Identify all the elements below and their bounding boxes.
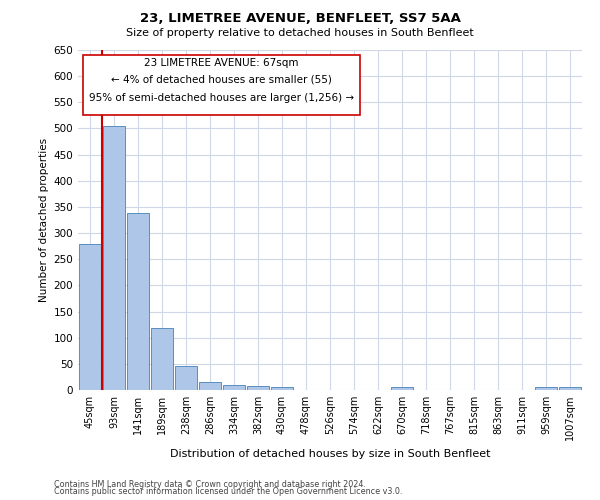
Y-axis label: Number of detached properties: Number of detached properties — [39, 138, 49, 302]
Bar — [391, 388, 413, 390]
Text: 23 LIMETREE AVENUE: 67sqm: 23 LIMETREE AVENUE: 67sqm — [145, 58, 299, 68]
FancyBboxPatch shape — [83, 55, 360, 114]
X-axis label: Distribution of detached houses by size in South Benfleet: Distribution of detached houses by size … — [170, 448, 490, 458]
Bar — [175, 366, 197, 390]
Bar — [247, 386, 269, 390]
Text: 95% of semi-detached houses are larger (1,256) →: 95% of semi-detached houses are larger (… — [89, 93, 354, 103]
Bar — [103, 126, 125, 390]
Text: Contains HM Land Registry data © Crown copyright and database right 2024.: Contains HM Land Registry data © Crown c… — [54, 480, 366, 489]
Text: Size of property relative to detached houses in South Benfleet: Size of property relative to detached ho… — [126, 28, 474, 38]
Bar — [79, 244, 101, 390]
Bar — [151, 328, 173, 390]
Bar — [535, 388, 557, 390]
Text: ← 4% of detached houses are smaller (55): ← 4% of detached houses are smaller (55) — [111, 75, 332, 85]
Text: Contains public sector information licensed under the Open Government Licence v3: Contains public sector information licen… — [54, 488, 403, 496]
Bar — [559, 388, 581, 390]
Bar — [199, 382, 221, 390]
Text: 23, LIMETREE AVENUE, BENFLEET, SS7 5AA: 23, LIMETREE AVENUE, BENFLEET, SS7 5AA — [140, 12, 460, 26]
Bar — [271, 388, 293, 390]
Bar — [127, 213, 149, 390]
Bar — [223, 385, 245, 390]
